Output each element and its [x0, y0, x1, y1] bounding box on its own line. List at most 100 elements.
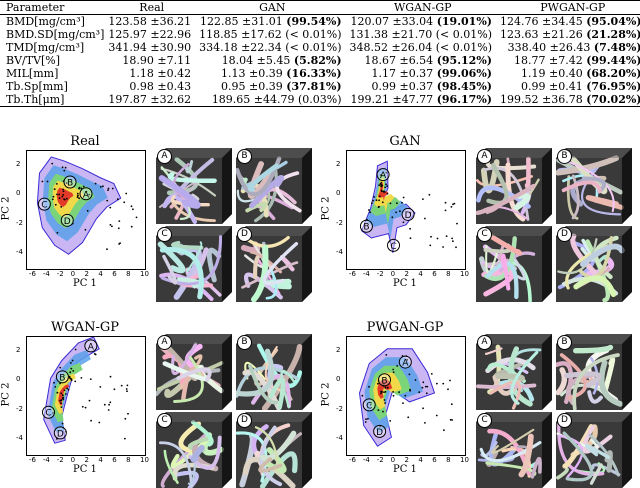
scatter-point: [109, 375, 112, 378]
scatter-point: [392, 394, 395, 397]
pwgan-pvalue: (68.20%): [586, 67, 640, 80]
scatter-point: [109, 206, 112, 209]
marker-c: C: [37, 197, 51, 211]
scatter-point: [379, 425, 381, 428]
scatter-point: [414, 379, 417, 381]
scatter-point: [449, 379, 451, 382]
scatter-point: [61, 195, 64, 198]
scatter-point: [125, 192, 128, 195]
bone-volume-render: B: [556, 334, 632, 410]
param-cell: BMD.SD[mg/cm³]: [0, 28, 106, 41]
x-tick-label: -6: [348, 270, 356, 278]
param-cell: Tb.Sp[mm]: [0, 80, 106, 93]
y-tick-label: -2: [336, 404, 343, 413]
scatter-point: [409, 211, 412, 214]
param-label: BMD.SD[mg/cm³]: [6, 28, 105, 41]
scatter-point: [372, 199, 374, 202]
x-tick-label: 10: [460, 270, 469, 278]
scatter-point: [56, 193, 58, 196]
scatter-point: [401, 201, 403, 204]
results-table: Parameter Real GAN WGAN-GP PWGAN-GP BMD[…: [0, 0, 640, 107]
marker-c: C: [362, 398, 376, 411]
y-tick-label: 2: [16, 345, 21, 354]
table-row: TMD[mg/cm³] 341.94 ±30.90 334.18 ±22.34 (<…: [0, 41, 640, 54]
y-tick-label: 2: [336, 345, 341, 354]
gan-pvalue: (0.03%): [298, 93, 342, 106]
real-cell: 125.97 ±22.96: [106, 28, 197, 41]
gan-pvalue: (5.82%): [293, 54, 342, 67]
gan-cell: 122.85 ±31.01 (99.54%): [197, 15, 347, 28]
scatter-point: [60, 399, 63, 402]
scatter-point: [392, 391, 394, 393]
scatter-point: [74, 348, 77, 351]
marker-label: C: [366, 401, 372, 411]
real-cell: 0.98 ±0.43: [106, 80, 197, 93]
scatter-point: [103, 403, 106, 406]
scatter-point: [78, 186, 81, 189]
scatter-point: [409, 389, 411, 392]
pwgan-value: 338.40 ±26.43: [507, 41, 591, 54]
scatter-point: [386, 185, 388, 187]
real-value: 18.90 ±7.11: [122, 54, 192, 67]
pwgan-cell: 338.40 ±26.43 (7.48%): [498, 41, 640, 54]
bone-volume-render: A: [156, 148, 232, 224]
pca-scatter-svg: A B C D: [358, 348, 453, 447]
marker-label: A: [88, 342, 95, 352]
scatter-point: [445, 235, 448, 238]
x-tick-label: -4: [42, 270, 50, 278]
wgan-value: 199.21 ±47.77: [350, 93, 434, 106]
marker-a: A: [398, 355, 412, 369]
cube-label-badge: C: [157, 227, 172, 242]
pca-scatter-plot: A B C D: [346, 336, 466, 456]
param-cell: Tb.Th[μm]: [0, 93, 106, 107]
scatter-point: [52, 195, 55, 198]
real-cell: 341.94 ±30.90: [106, 41, 197, 54]
wgan-cell: 0.99 ±0.37 (98.45%): [348, 80, 498, 93]
scatter-point: [379, 174, 382, 177]
scatter-point: [108, 403, 110, 406]
scatter-point: [77, 194, 79, 197]
panel-title: WGAN-GP: [50, 320, 120, 335]
marker-d: D: [401, 207, 415, 221]
pwgan-value: 123.63 ±21.26: [500, 28, 583, 41]
scatter-point: [402, 196, 405, 199]
scatter-point: [452, 240, 454, 243]
bone-volume-render: A: [476, 334, 552, 410]
y-tick-label: -4: [16, 248, 23, 257]
wgan-cell: 120.07 ±33.04 (19.01%): [348, 15, 498, 28]
gan-value: 334.18 ±22.34: [199, 41, 282, 54]
scatter-point: [373, 196, 375, 198]
marker-label: B: [59, 373, 65, 383]
scatter-point: [125, 388, 128, 390]
cube-label-badge: A: [157, 149, 172, 164]
y-axis-label: PC 2: [320, 382, 332, 407]
x-tick-label: 0: [390, 456, 396, 464]
marker-d: D: [53, 426, 67, 440]
scatter-point: [61, 422, 64, 425]
gan-value: 18.04 ±5.45: [221, 54, 291, 67]
scatter-point: [451, 419, 453, 421]
scatter-point: [84, 228, 87, 231]
cube-label-badge: C: [477, 413, 492, 428]
y-tick-label: -2: [16, 218, 23, 227]
density-mid-contour: [366, 167, 408, 239]
scatter-point: [384, 386, 387, 389]
x-tick-label: 6: [432, 456, 437, 464]
y-tick-label: 2: [16, 159, 21, 168]
scatter-point: [426, 385, 429, 388]
wgan-value: 120.07 ±33.04: [350, 15, 434, 28]
x-axis-label: PC 1: [73, 278, 97, 289]
scatter-point: [396, 365, 399, 367]
wgan-cell: 348.52 ±26.04 (< 0.01%): [348, 41, 498, 54]
gan-cell: 334.18 ±22.34 (< 0.01%): [197, 41, 347, 54]
scatter-point: [124, 417, 127, 420]
scatter-point: [407, 416, 410, 419]
scatter-point: [62, 190, 65, 193]
scatter-point: [52, 412, 54, 414]
y-tick-label: -4: [336, 248, 343, 257]
scatter-point: [364, 421, 367, 423]
marker-b: B: [63, 175, 77, 188]
real-value: 197.87 ±32.62: [108, 93, 192, 106]
scatter-point: [81, 405, 84, 408]
cube-label-badge: D: [237, 227, 252, 242]
